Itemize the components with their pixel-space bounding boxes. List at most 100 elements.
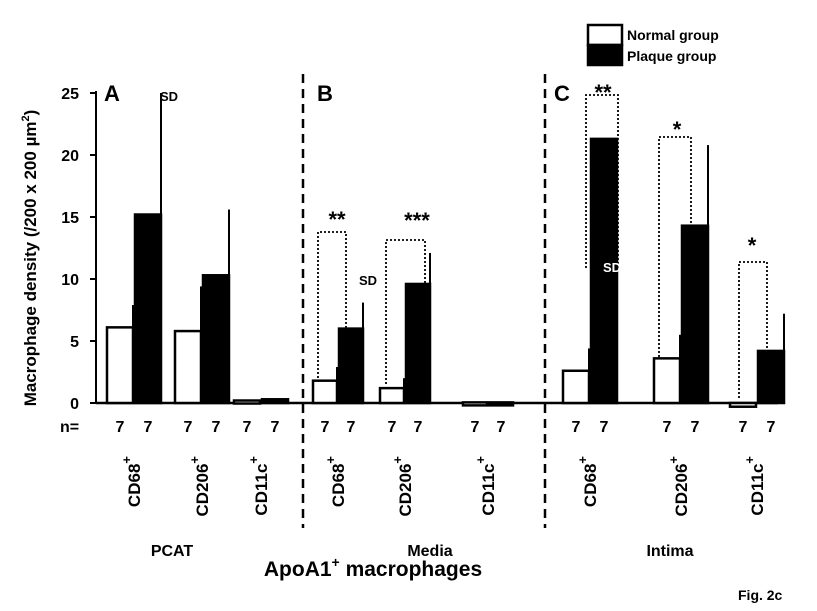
x-axis-title-sup: + xyxy=(332,554,340,570)
n-value-normal: 7 xyxy=(572,419,581,436)
significance-stars: * xyxy=(748,233,757,258)
legend-swatch-plaque xyxy=(586,43,624,67)
y-tick-label: 0 xyxy=(70,396,79,413)
y-tick-label: 5 xyxy=(70,334,79,351)
marker-sup: + xyxy=(323,456,338,464)
panel-letter: B xyxy=(317,81,333,106)
n-value-plaque: 7 xyxy=(347,419,356,436)
n-value-normal: 7 xyxy=(184,419,193,436)
significance-bracket xyxy=(585,94,619,268)
panel-dividers xyxy=(301,74,547,528)
bar-normal-cd11c xyxy=(232,399,262,405)
bar-plaque-cd68 xyxy=(337,327,365,405)
legend: Normal group Plaque group xyxy=(586,23,719,67)
bar-normal-cd206 xyxy=(173,329,203,405)
bar-normal-cd68 xyxy=(561,369,591,405)
bar-plaque-cd206 xyxy=(680,224,710,405)
bar-plaque-cd11c xyxy=(487,401,515,407)
marker-name: CD11c xyxy=(252,464,271,516)
marker-label-cd68: CD68+ xyxy=(119,456,144,507)
marker-name: CD68 xyxy=(329,464,348,507)
bar-plaque-cd206 xyxy=(404,282,432,405)
y-tick-label: 15 xyxy=(61,210,79,227)
marker-sup: + xyxy=(473,456,488,464)
n-value-normal: 7 xyxy=(388,419,397,436)
marker-sup: + xyxy=(246,456,261,464)
marker-sup: + xyxy=(742,456,757,464)
significance-stars: ** xyxy=(594,80,612,105)
panel-region-label: Media xyxy=(407,543,452,560)
legend-label-plaque: Plaque group xyxy=(627,48,716,64)
significance-bracket xyxy=(658,136,692,357)
n-value-plaque: 7 xyxy=(767,419,776,436)
y-axis-title-sup: 2 xyxy=(20,115,32,121)
marker-label-cd206: CD206+ xyxy=(666,456,691,517)
bar-normal-cd68 xyxy=(105,326,135,405)
n-value-normal: 7 xyxy=(116,419,125,436)
n-value-normal: 7 xyxy=(471,419,480,436)
marker-label-cd68: CD68+ xyxy=(575,456,600,507)
marker-sup: + xyxy=(187,456,202,464)
n-value-normal: 7 xyxy=(739,419,748,436)
legend-label-normal: Normal group xyxy=(627,27,719,43)
panel-region-label: PCAT xyxy=(151,543,194,560)
significance-stars: * xyxy=(673,117,682,142)
n-value-plaque: 7 xyxy=(497,419,506,436)
legend-swatch-normal xyxy=(586,23,624,47)
bar-plaque-cd68 xyxy=(589,137,619,405)
marker-name: CD206 xyxy=(396,464,415,517)
n-value-plaque: 7 xyxy=(271,419,280,436)
marker-sup: + xyxy=(666,456,681,464)
marker-label-cd206: CD206+ xyxy=(187,456,212,517)
bar-normal-cd11c xyxy=(728,401,758,408)
n-value-normal: 7 xyxy=(663,419,672,436)
bar-plaque-cd11c xyxy=(260,398,290,405)
marker-label-cd11c: CD11c+ xyxy=(246,456,271,516)
significance-stars: ** xyxy=(328,207,346,232)
bar-normal-cd206 xyxy=(652,357,682,405)
n-value-plaque: 7 xyxy=(414,419,423,436)
marker-label-cd11c: CD11c+ xyxy=(742,456,767,516)
y-axis-title-close: ) xyxy=(21,110,40,116)
n-value-plaque: 7 xyxy=(691,419,700,436)
x-axis-title: ApoA1+ macrophages xyxy=(264,554,482,581)
marker-name: CD68 xyxy=(581,464,600,507)
x-axis-title-rest: macrophages xyxy=(340,558,482,581)
n-value-normal: 7 xyxy=(243,419,252,436)
sd-annotation: SD xyxy=(359,273,377,288)
bar-plaque-cd206 xyxy=(201,274,231,405)
significance-bracket xyxy=(317,231,347,378)
n-value-plaque: 7 xyxy=(600,419,609,436)
bar-normal-cd68 xyxy=(311,379,339,405)
marker-sup: + xyxy=(119,456,134,464)
bar-plaque-cd68 xyxy=(133,213,163,405)
panel-region-label: Intima xyxy=(646,543,693,560)
n-value-plaque: 7 xyxy=(144,419,153,436)
n-value-plaque: 7 xyxy=(212,419,221,436)
sd-annotation: SD xyxy=(603,260,621,275)
panel-letter: A xyxy=(104,81,120,106)
marker-name: CD11c xyxy=(748,464,767,516)
marker-label-cd68: CD68+ xyxy=(323,456,348,507)
marker-name: CD206 xyxy=(672,464,691,517)
y-axis-title: Macrophage density (/200 x 200 µm2) xyxy=(20,110,40,407)
bar-normal-cd206 xyxy=(378,386,406,405)
significance-bracket xyxy=(385,239,426,384)
marker-name: CD206 xyxy=(193,464,212,517)
y-tick-label: 25 xyxy=(61,86,79,103)
y-tick-label: 20 xyxy=(61,148,79,165)
n-value-normal: 7 xyxy=(321,419,330,436)
significance-stars: *** xyxy=(404,208,430,233)
marker-label-cd11c: CD11c+ xyxy=(473,456,498,516)
marker-name: CD68 xyxy=(125,464,144,507)
figure-footnote: Fig. 2c xyxy=(738,587,783,603)
y-tick-label: 10 xyxy=(61,272,79,289)
panel-letter: C xyxy=(554,81,570,106)
bar-plaque-cd11c xyxy=(756,349,786,405)
marker-sup: + xyxy=(575,456,590,464)
